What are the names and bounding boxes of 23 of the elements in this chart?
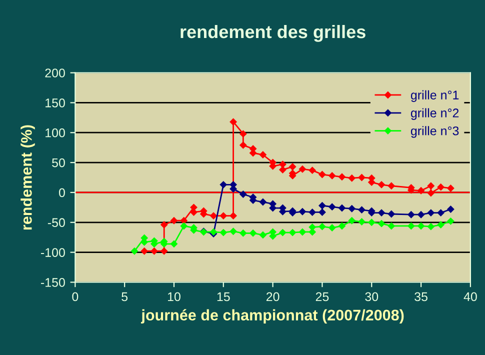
y-tick-label: -50 [48, 218, 65, 228]
y-tick-label: -100 [40, 248, 65, 257]
y-tick-label: 100 [46, 128, 65, 138]
x-tick-label: 10 [168, 292, 180, 302]
chart-title: rendement des grilles [180, 24, 366, 42]
legend-label: grille n°2 [410, 108, 459, 120]
legend-label: grille n°3 [410, 126, 459, 138]
y-tick-label: -150 [40, 278, 65, 287]
x-tick-label: 0 [72, 292, 78, 302]
y-tick-label: 50 [52, 158, 65, 168]
y-axis-title: rendement (%) [20, 125, 35, 230]
y-tick-label: 200 [45, 68, 65, 78]
x-tick-label: 5 [122, 292, 128, 302]
x-tick-label: 40 [464, 292, 477, 302]
x-tick-label: 20 [266, 292, 280, 302]
legend-label: grille n°1 [410, 90, 459, 102]
y-tick-label: 0 [58, 188, 65, 198]
y-tick-label: 150 [46, 98, 65, 108]
x-tick-label: 30 [365, 292, 378, 302]
x-tick-label: 25 [316, 292, 329, 302]
x-tick-label: 15 [217, 292, 230, 302]
x-tick-label: 35 [414, 292, 428, 302]
x-axis-title: journée de championnat (2007/2008) [140, 309, 404, 324]
